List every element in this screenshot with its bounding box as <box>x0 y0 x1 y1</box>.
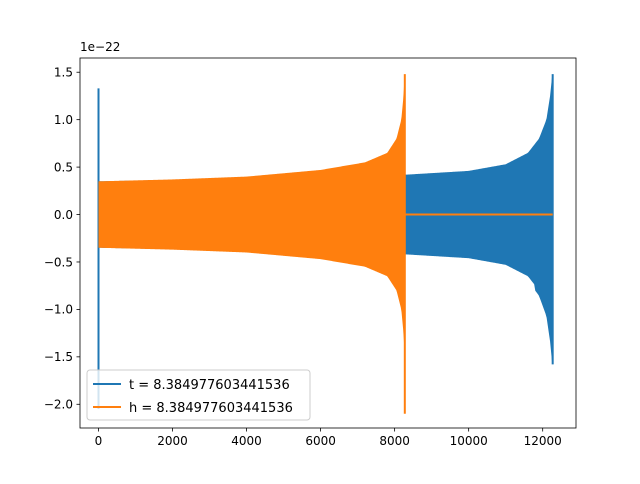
y-tick-label: −0.5 <box>44 255 73 269</box>
offset-text: 1e−22 <box>80 40 120 54</box>
x-tick-label: 2000 <box>157 434 188 448</box>
y-tick-label: 1.0 <box>54 113 73 127</box>
y-tick-label: −2.0 <box>44 398 73 412</box>
y-tick-label: 1.5 <box>54 66 73 80</box>
x-tick-label: 0 <box>95 434 103 448</box>
x-tick-label: 10000 <box>450 434 488 448</box>
series-h <box>98 74 553 414</box>
series-h-band <box>98 74 405 355</box>
legend-label-t: t = 8.384977603441536 <box>129 378 290 393</box>
x-tick-label: 12000 <box>524 434 562 448</box>
series-layer <box>97 74 554 414</box>
x-tick-label: 8000 <box>379 434 410 448</box>
legend: t = 8.384977603441536 h = 8.384977603441… <box>86 369 311 421</box>
legend-box <box>86 369 311 421</box>
y-tick-label: −1.0 <box>44 303 73 317</box>
x-tick-label: 4000 <box>231 434 262 448</box>
y-axis: −2.0 −1.5 −1.0 −0.5 0.0 0.5 1.0 1.5 <box>44 66 80 412</box>
axes-frame <box>79 57 577 429</box>
y-tick-label: 0.5 <box>54 160 73 174</box>
y-tick-label: 0.0 <box>54 208 73 222</box>
x-tick-label: 6000 <box>305 434 336 448</box>
x-axis: 0 2000 4000 6000 8000 10000 12000 <box>95 428 562 448</box>
y-tick-label: −1.5 <box>44 350 73 364</box>
legend-label-h: h = 8.384977603441536 <box>129 401 293 416</box>
